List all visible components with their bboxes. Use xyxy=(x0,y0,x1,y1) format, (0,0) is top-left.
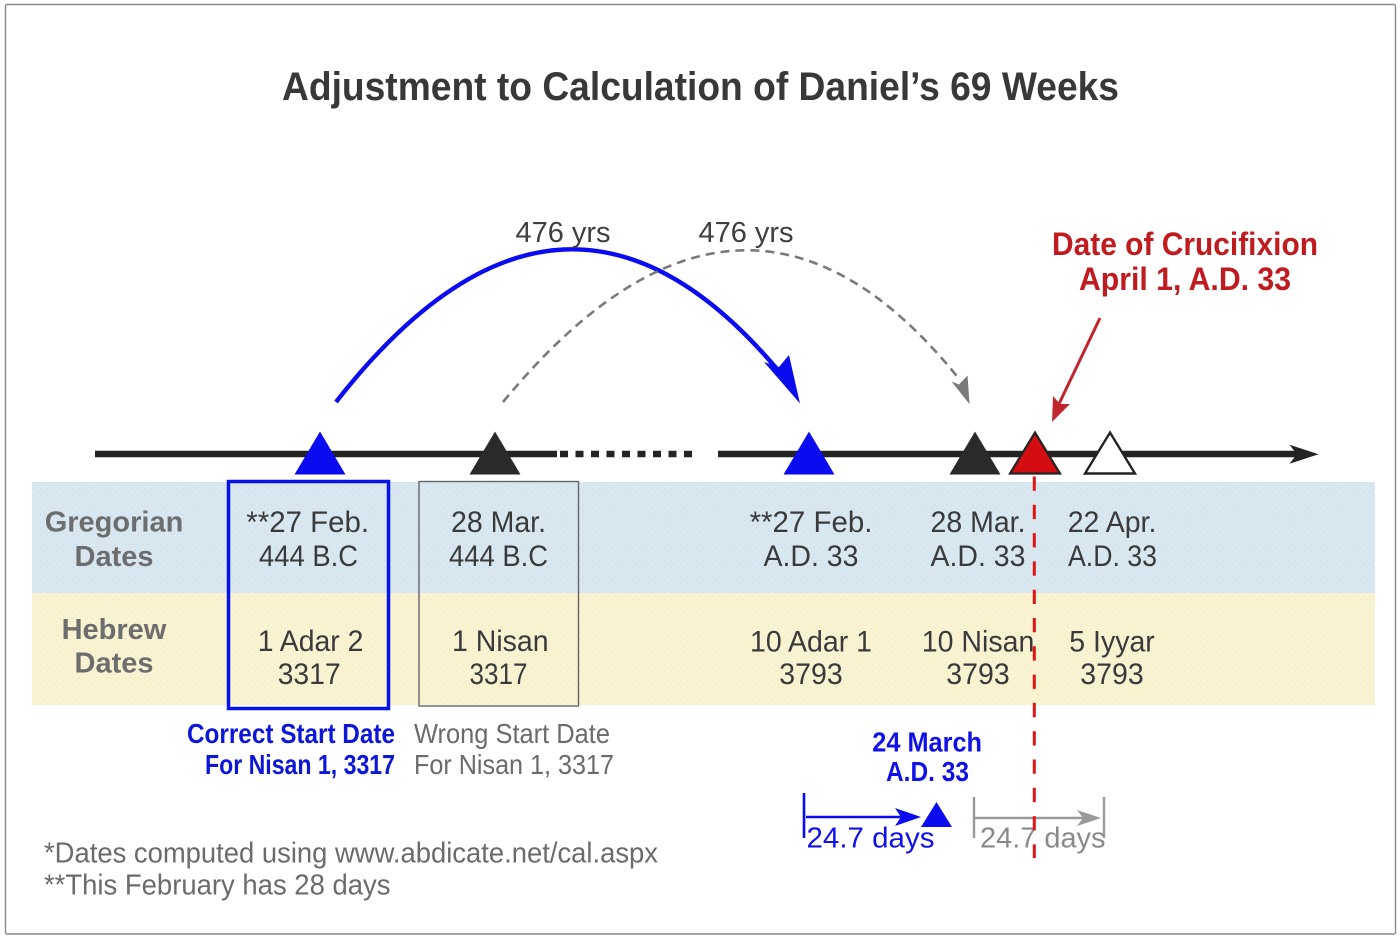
svg-text:**27 Feb.: **27 Feb. xyxy=(750,506,873,539)
svg-text:3793: 3793 xyxy=(779,658,842,691)
svg-text:Correct Start Date: Correct Start Date xyxy=(187,718,395,749)
svg-text:1 Nisan: 1 Nisan xyxy=(452,625,549,658)
svg-text:April 1, A.D. 33: April 1, A.D. 33 xyxy=(1079,261,1291,297)
svg-text:**27 Feb.: **27 Feb. xyxy=(246,506,369,539)
svg-text:28 Mar.: 28 Mar. xyxy=(451,506,546,539)
svg-text:10 Nisan: 10 Nisan xyxy=(922,626,1035,659)
svg-text:476 yrs: 476 yrs xyxy=(515,217,610,249)
svg-text:5 Iyyar: 5 Iyyar xyxy=(1069,626,1155,659)
svg-text:Dates: Dates xyxy=(75,648,154,680)
svg-text:**This February has 28 days: **This February has 28 days xyxy=(44,870,391,902)
svg-text:28 Mar.: 28 Mar. xyxy=(931,506,1026,539)
svg-text:444 B.C: 444 B.C xyxy=(449,540,548,573)
svg-text:3317: 3317 xyxy=(278,658,341,691)
svg-text:*Dates computed using www.abdi: *Dates computed using www.abdicate.net/c… xyxy=(44,838,658,870)
svg-text:Wrong Start Date: Wrong Start Date xyxy=(414,718,610,749)
svg-text:3793: 3793 xyxy=(1080,658,1143,691)
svg-text:3793: 3793 xyxy=(946,658,1009,691)
svg-text:1 Adar 2: 1 Adar 2 xyxy=(258,625,364,658)
svg-text:24.7 days: 24.7 days xyxy=(807,823,935,855)
svg-text:24.7 days: 24.7 days xyxy=(980,823,1106,855)
svg-text:444 B.C: 444 B.C xyxy=(259,540,358,573)
svg-text:3317: 3317 xyxy=(470,658,528,691)
svg-text:A.D. 33: A.D. 33 xyxy=(931,540,1026,573)
svg-text:A.D. 33: A.D. 33 xyxy=(1068,540,1157,573)
svg-text:A.D. 33: A.D. 33 xyxy=(764,540,859,573)
svg-text:Gregorian: Gregorian xyxy=(45,507,184,539)
svg-text:Hebrew: Hebrew xyxy=(62,614,167,646)
svg-text:Date of Crucifixion: Date of Crucifixion xyxy=(1052,226,1318,262)
svg-text:24 March: 24 March xyxy=(872,726,982,757)
svg-text:A.D. 33: A.D. 33 xyxy=(886,756,969,787)
svg-text:For Nisan 1, 3317: For Nisan 1, 3317 xyxy=(414,749,614,780)
svg-text:Dates: Dates xyxy=(75,541,154,573)
svg-text:22 Apr.: 22 Apr. xyxy=(1068,506,1157,539)
svg-text:Adjustment to Calculation of D: Adjustment to Calculation of Daniel’s 69… xyxy=(282,65,1119,109)
svg-text:10 Adar 1: 10 Adar 1 xyxy=(750,626,872,659)
svg-text:476 yrs: 476 yrs xyxy=(698,217,793,249)
svg-text:For Nisan 1, 3317: For Nisan 1, 3317 xyxy=(205,749,395,780)
